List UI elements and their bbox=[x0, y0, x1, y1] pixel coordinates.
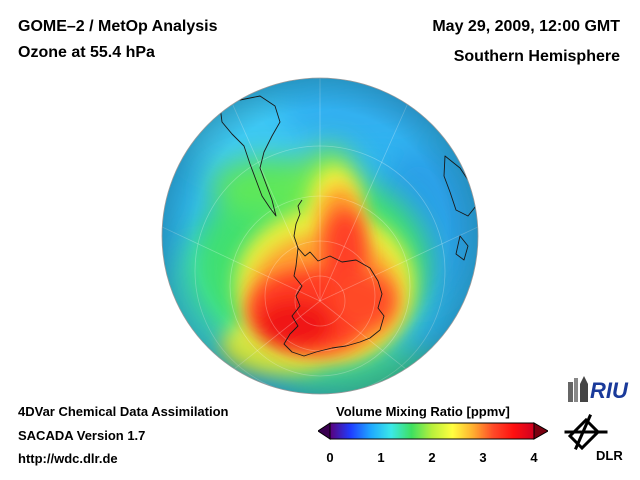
dlr-logo bbox=[564, 414, 608, 450]
colorbar-tick: 4 bbox=[530, 450, 538, 465]
colorbar-over-arrow bbox=[533, 422, 548, 440]
riu-logo: RIU bbox=[568, 376, 629, 403]
footer-url[interactable]: http://wdc.dlr.de bbox=[18, 451, 118, 466]
riu-logo-text: RIU bbox=[590, 378, 629, 403]
ozone-globe-map bbox=[161, 77, 479, 395]
colorbar-tick: 1 bbox=[377, 450, 385, 465]
dlr-logo-text: DLR bbox=[596, 448, 623, 463]
colorbar-under-arrow bbox=[318, 422, 331, 440]
colorbar-tick: 2 bbox=[428, 450, 436, 465]
colorbar-gradient bbox=[329, 422, 535, 440]
title-line1: GOME–2 / MetOp Analysis bbox=[18, 18, 218, 35]
footer-line2: SACADA Version 1.7 bbox=[18, 428, 146, 443]
hemisphere-label: Southern Hemisphere bbox=[453, 48, 620, 65]
footer-line1: 4DVar Chemical Data Assimilation bbox=[18, 404, 229, 419]
legend-title: Volume Mixing Ratio [ppmv] bbox=[336, 404, 510, 419]
title-line2: Ozone at 55.4 hPa bbox=[18, 44, 155, 61]
date-label: May 29, 2009, 12:00 GMT bbox=[432, 18, 620, 35]
colorbar-tick: 0 bbox=[326, 450, 334, 465]
colorbar-tick: 3 bbox=[479, 450, 487, 465]
colorbar bbox=[318, 422, 548, 440]
